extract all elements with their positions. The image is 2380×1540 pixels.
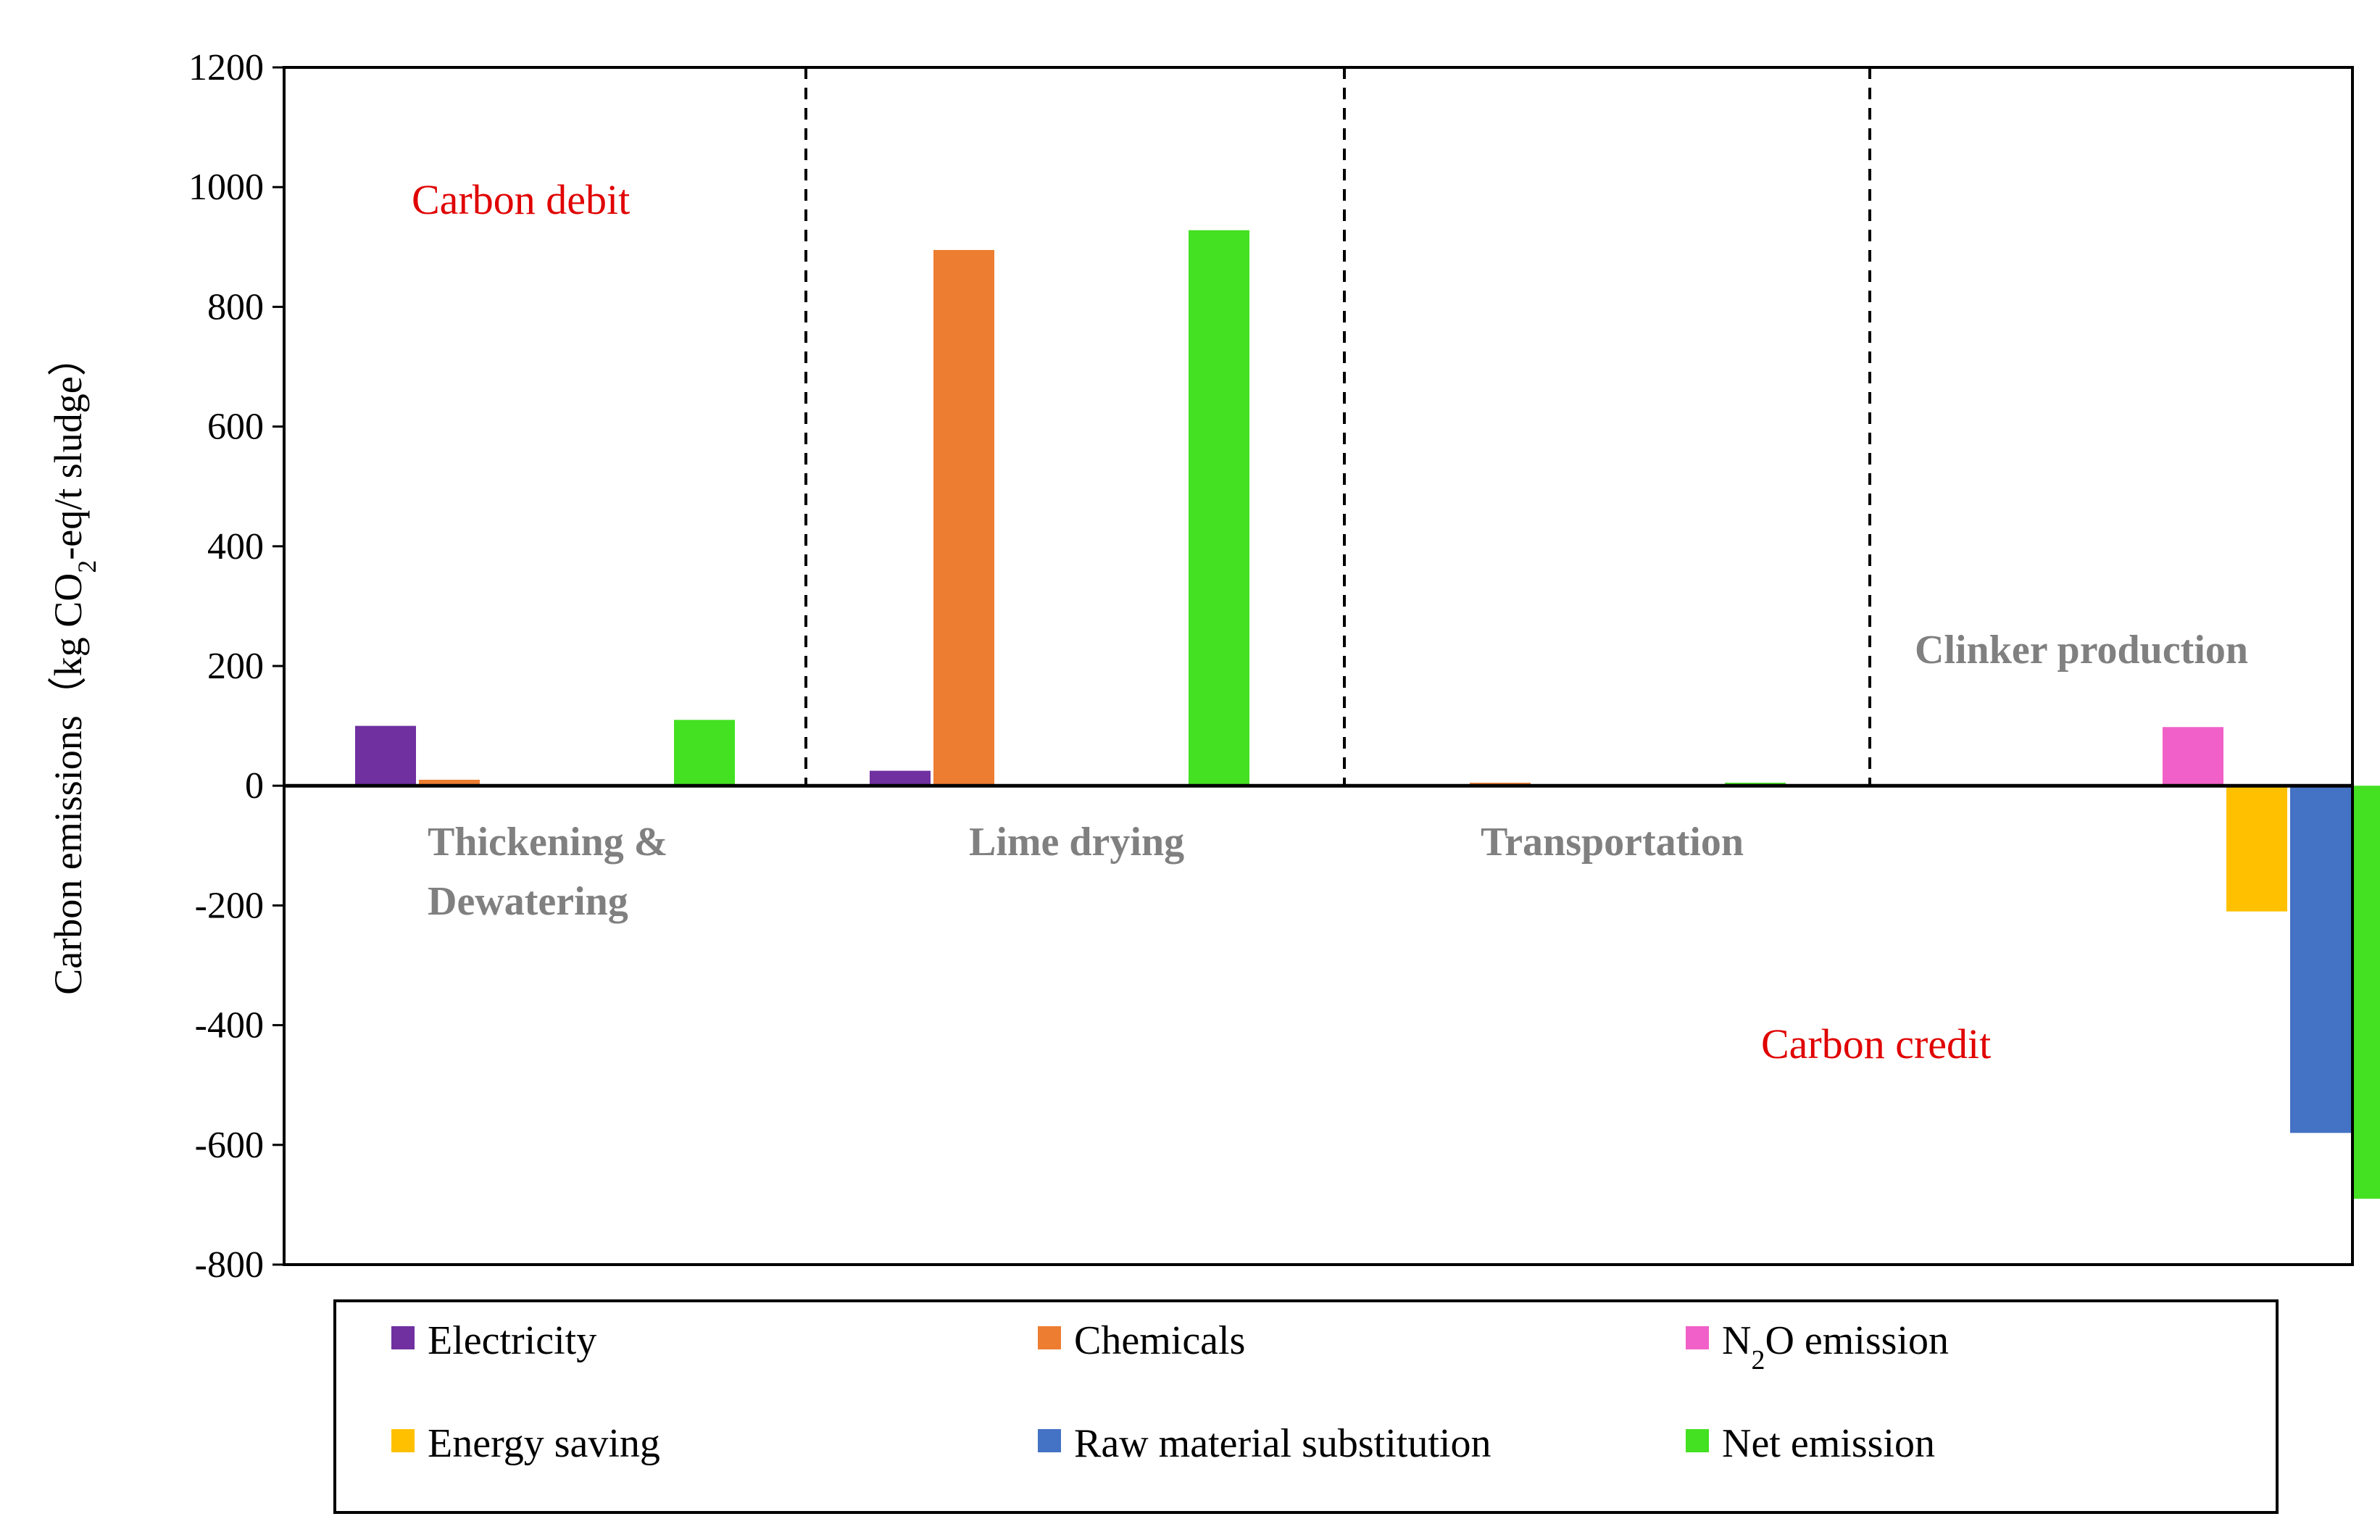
bar-electricity-stage-1 — [355, 725, 416, 786]
legend-label-n2o: N2O emission — [1722, 1318, 1949, 1375]
legend-label-electricity: Electricity — [428, 1318, 596, 1363]
y-tick-label: -200 — [195, 885, 264, 926]
legend-swatch-energy_saving — [391, 1429, 415, 1452]
carbon-debit-label: Carbon debit — [412, 176, 630, 223]
annotations-layer: Carbon debit Carbon credit — [412, 176, 1991, 1067]
stage-label-1: Dewatering — [428, 879, 628, 924]
carbon-credit-label: Carbon credit — [1761, 1020, 1991, 1067]
y-tick-label: 800 — [207, 286, 264, 328]
legend-label-net: Net emission — [1722, 1421, 1935, 1466]
y-axis-title: Carbon emissions（kg CO2-eq/t sludge） — [46, 337, 101, 994]
legend-label-n2o-post: O emission — [1765, 1318, 1949, 1363]
y-axis-title-post: -eq/t sludge） — [46, 337, 90, 559]
bar-net-stage-2 — [1189, 230, 1249, 786]
y-tick-label: 400 — [207, 526, 264, 567]
legend-label-n2o-pre: N — [1722, 1318, 1751, 1363]
legend-label-n2o-sub: 2 — [1751, 1345, 1765, 1375]
bar-raw_material-stage-4 — [2290, 786, 2351, 1133]
y-tick-label: 1200 — [188, 47, 264, 88]
y-tick-label: 1000 — [188, 167, 264, 208]
legend-swatch-chemicals — [1038, 1326, 1061, 1349]
y-tick-label: 200 — [207, 646, 264, 687]
y-tick-label: -600 — [195, 1125, 264, 1166]
stage-label-1: Thickening & — [428, 820, 667, 865]
y-axis-layer: 1200 1000 800 600 400 200 0 -200 -400 -600 -800 Car… — [46, 47, 284, 1286]
legend-swatch-electricity — [391, 1326, 415, 1349]
stage-labels-layer: Thickening & Dewatering Lime drying Transpo… — [428, 628, 2248, 924]
y-tick-label: 600 — [207, 407, 264, 448]
y-axis-title-sub: 2 — [72, 560, 101, 573]
bar-energy_saving-stage-4 — [2226, 786, 2287, 912]
stage-label-2: Lime drying — [969, 820, 1184, 865]
legend-label-raw_material: Raw material substitution — [1074, 1421, 1491, 1466]
y-tick-label: -400 — [195, 1005, 264, 1046]
legend-box — [333, 1299, 2279, 1514]
bar-n2o-stage-4 — [2163, 727, 2223, 786]
legend-swatch-n2o — [1686, 1326, 1709, 1349]
bar-electricity-stage-2 — [870, 770, 931, 786]
bar-net-stage-1 — [674, 720, 735, 786]
stage-label-3: Transportation — [1481, 820, 1744, 865]
y-tick-label: -800 — [195, 1244, 264, 1286]
legend-label-chemicals: Chemicals — [1074, 1318, 1245, 1363]
legend-label-energy_saving: Energy saving — [428, 1421, 660, 1466]
legend: Electricity Chemicals N2O emission Energy s… — [333, 1299, 2279, 1514]
bars-layer — [355, 230, 2380, 1199]
legend-swatch-raw_material — [1038, 1429, 1061, 1452]
y-tick-label: 0 — [245, 765, 264, 807]
bar-chemicals-stage-2 — [933, 249, 994, 786]
legend-swatch-net — [1686, 1429, 1709, 1452]
bar-net-stage-4 — [2354, 786, 2380, 1199]
stage-label-4: Clinker production — [1915, 628, 2248, 673]
y-axis-title-pre: Carbon emissions（kg CO — [46, 573, 90, 995]
bar-chemicals-stage-1 — [419, 779, 480, 786]
